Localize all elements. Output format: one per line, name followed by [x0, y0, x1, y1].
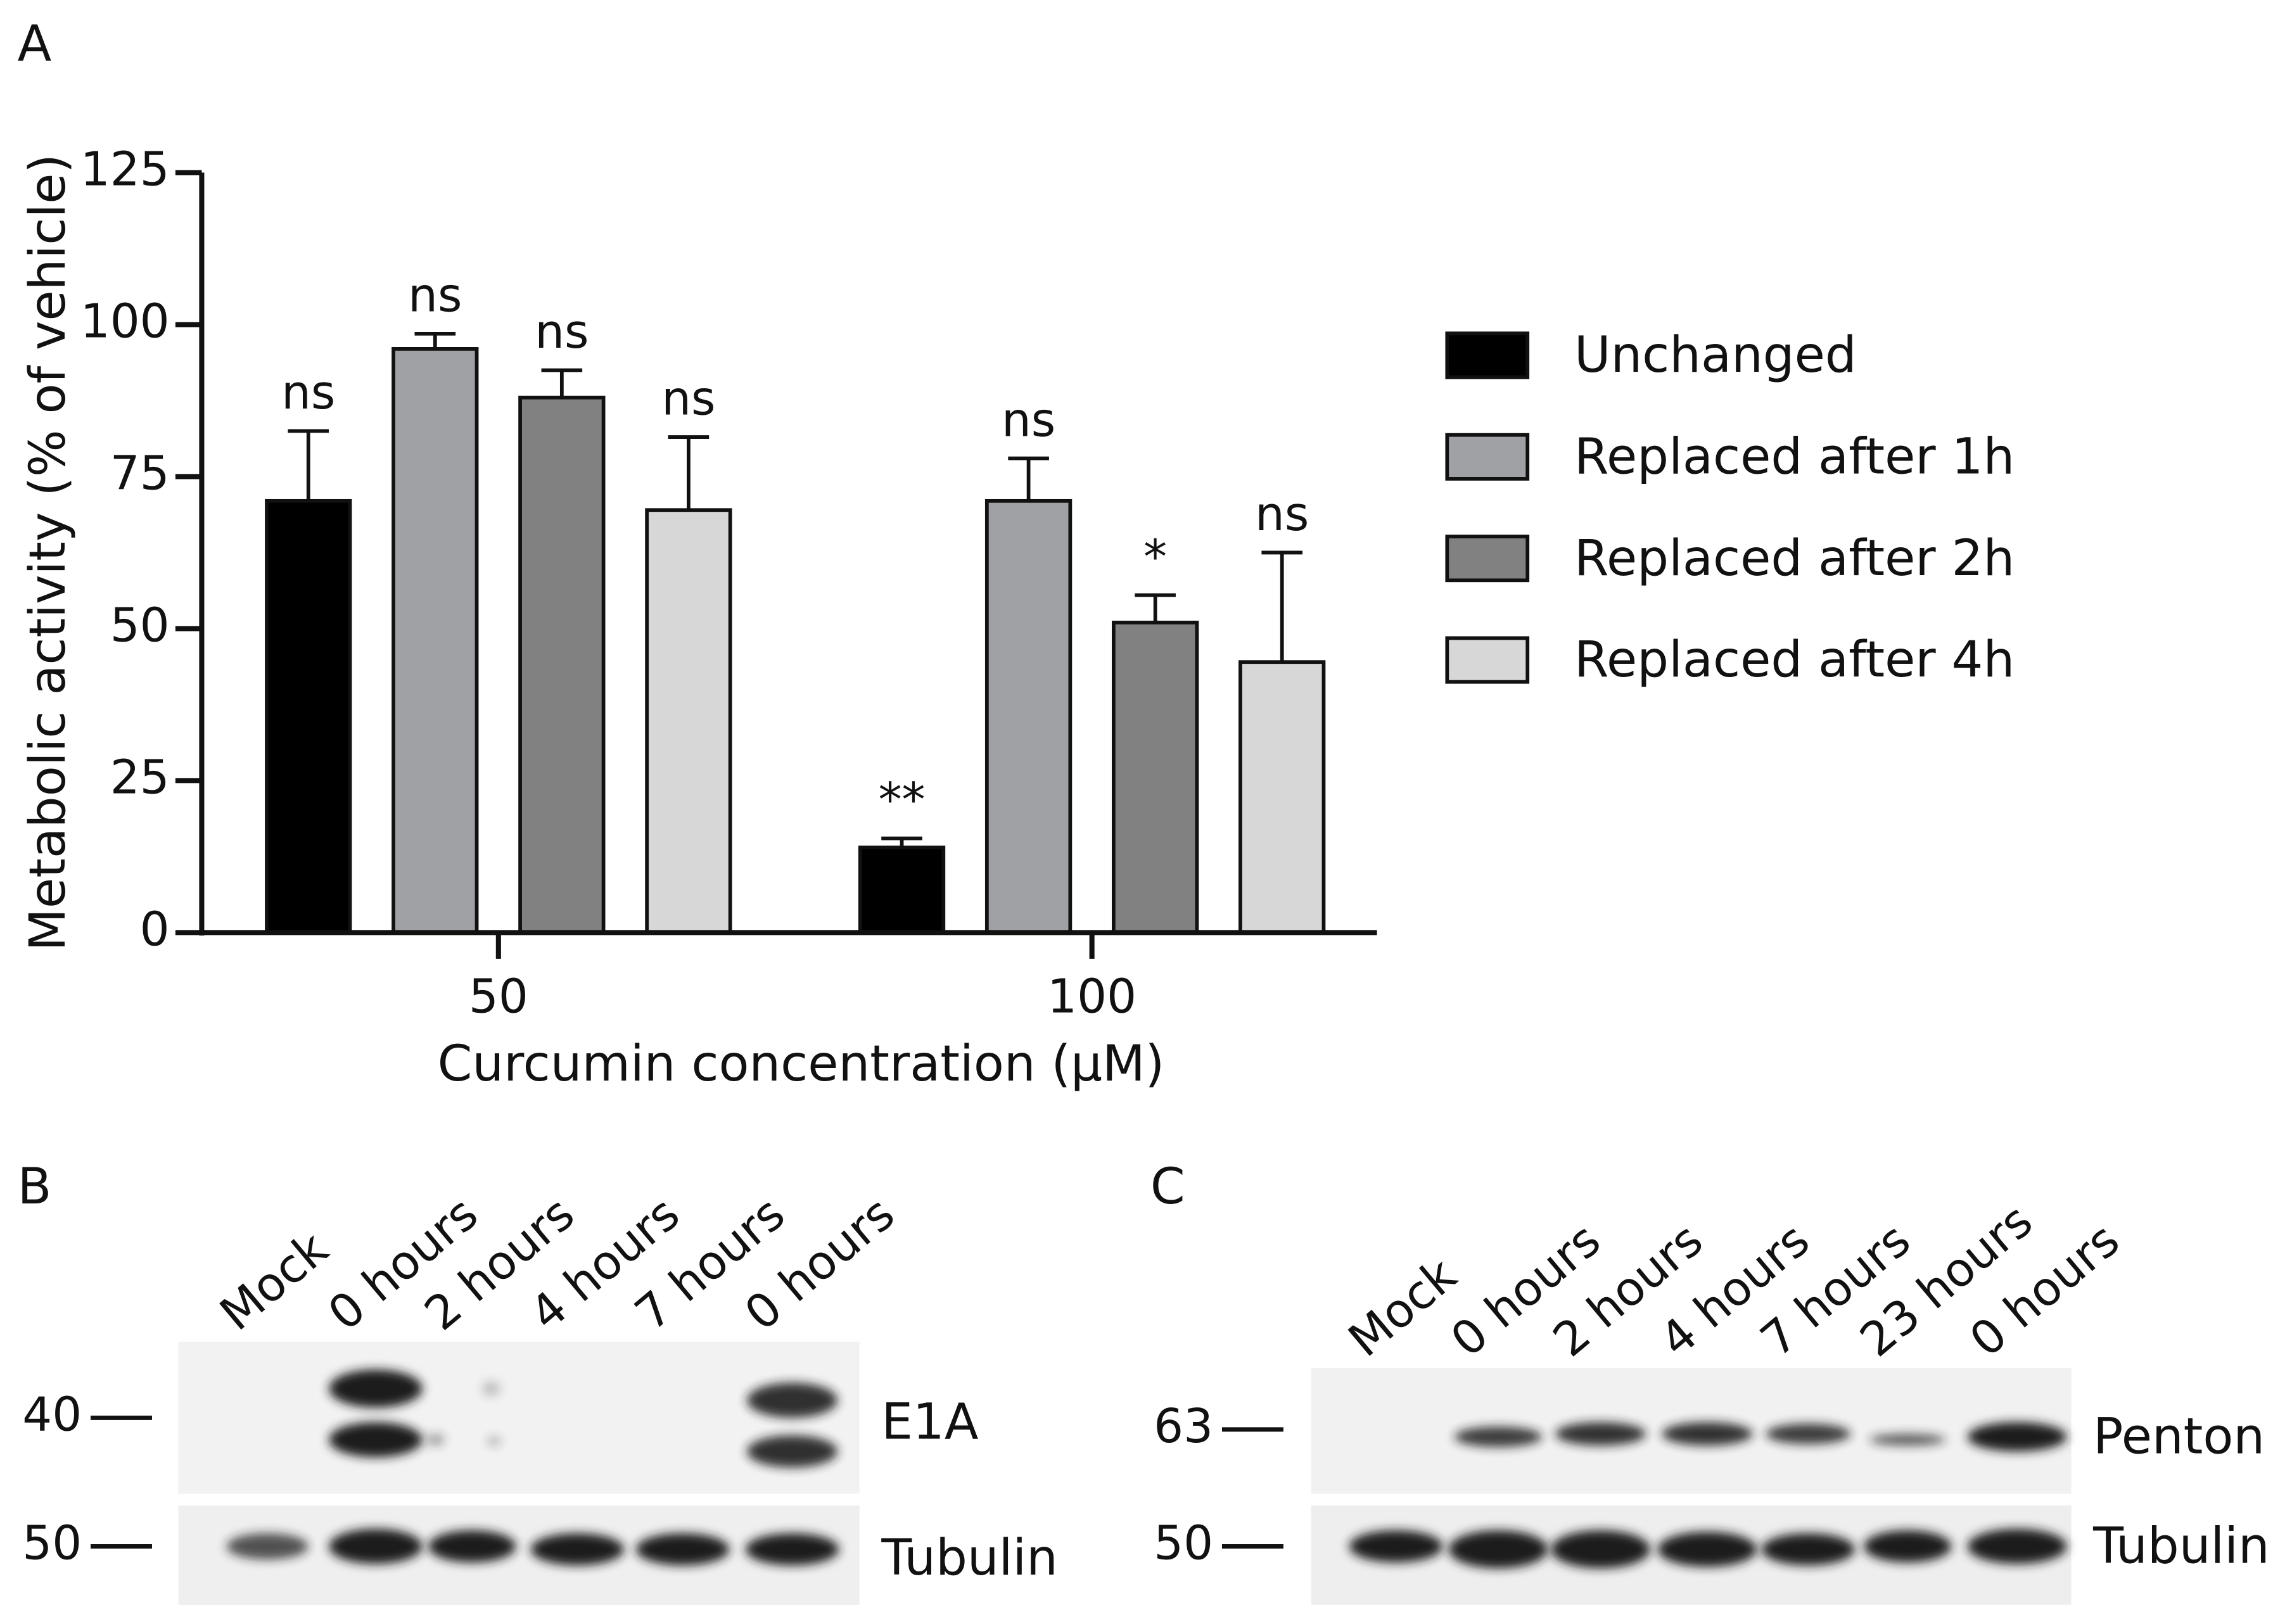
panel-label: B: [18, 1157, 52, 1215]
bar: [858, 846, 946, 935]
bar: [645, 508, 732, 935]
significance-label: ns: [1255, 487, 1309, 542]
significance-label: ns: [1002, 393, 1055, 447]
error-bar: [1008, 456, 1049, 501]
significance-label: ns: [535, 305, 589, 359]
error-bar: [414, 331, 456, 349]
error-bar: [288, 429, 329, 501]
legend-label: Unchanged: [1574, 326, 1857, 384]
y-tick-label: 0: [140, 902, 170, 956]
y-tick-label: 75: [110, 446, 170, 500]
bar: [984, 498, 1073, 935]
legend-label: Replaced after 2h: [1574, 529, 2015, 587]
legend-swatch: [1445, 433, 1530, 481]
significance-label: ns: [661, 372, 715, 426]
error-bar: [1261, 550, 1303, 663]
bar: [265, 498, 352, 935]
bar: [1112, 620, 1199, 935]
marker-label: 50: [22, 1516, 82, 1570]
y-tick-label: 50: [110, 598, 170, 652]
marker-label: 63: [1154, 1399, 1213, 1454]
error-bar: [881, 836, 922, 847]
significance-label: **: [879, 773, 926, 827]
y-tick-label: 25: [110, 750, 170, 804]
legend-swatch: [1445, 636, 1530, 684]
blot-target: Tubulin: [2092, 1517, 2270, 1575]
y-tick-label: 100: [80, 294, 170, 348]
error-bar: [1135, 593, 1176, 623]
significance-label: *: [1143, 530, 1167, 584]
y-tick-label: 125: [80, 143, 170, 197]
y-axis-title: Metabolic activity (% of vehicle): [18, 154, 77, 951]
bar: [1238, 660, 1326, 935]
legend-swatch: [1445, 535, 1530, 583]
blot-target: Penton: [2093, 1407, 2265, 1466]
bands: [226, 1369, 839, 1566]
significance-label: ns: [281, 365, 335, 420]
marker-label: 50: [1154, 1516, 1213, 1570]
legend-swatch: [1445, 331, 1530, 379]
x-axis-title: Curcumin concentration (μM): [438, 1034, 1165, 1093]
legend-label: Replaced after 1h: [1574, 427, 2015, 485]
blot-target: E1A: [881, 1392, 978, 1450]
lane-label: Mock: [210, 1221, 338, 1342]
lane-label: Mock: [1339, 1248, 1467, 1368]
blot-strip: [178, 1342, 860, 1494]
significance-label: ns: [408, 269, 462, 323]
legend-label: Replaced after 4h: [1574, 630, 2015, 688]
bar: [518, 395, 606, 935]
x-tick-label: 50: [469, 970, 528, 1024]
error-bar: [541, 368, 583, 398]
bar: [392, 346, 479, 935]
x-tick-label: 100: [1047, 970, 1136, 1024]
panel-label: A: [18, 15, 52, 73]
bands: [1349, 1422, 2067, 1569]
panel-label: C: [1150, 1157, 1185, 1215]
error-bar: [668, 435, 710, 511]
marker-label: 40: [22, 1387, 82, 1442]
blot-target: Tubulin: [881, 1528, 1058, 1587]
